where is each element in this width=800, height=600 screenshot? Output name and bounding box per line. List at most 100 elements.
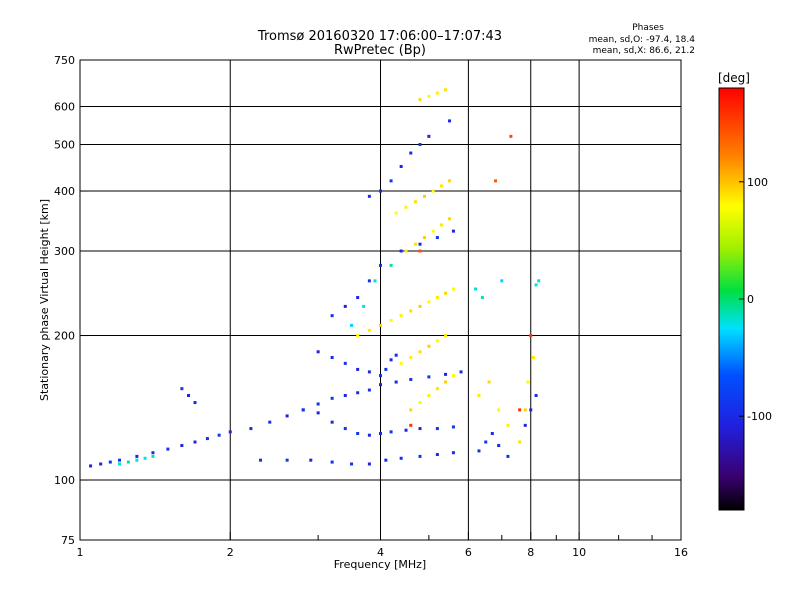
x-tick-label: 4 bbox=[377, 546, 384, 559]
data-point bbox=[435, 387, 439, 391]
data-point bbox=[444, 372, 448, 376]
data-point bbox=[448, 217, 452, 221]
phase-info-o: mean, sd,O: -97.4, 18.4 bbox=[589, 35, 696, 45]
x-tick-label: 8 bbox=[527, 546, 534, 559]
data-point bbox=[356, 367, 360, 371]
data-point bbox=[362, 304, 366, 308]
data-point bbox=[444, 88, 448, 92]
data-point bbox=[316, 411, 320, 415]
data-point bbox=[418, 454, 422, 458]
x-axis-label: Frequency [MHz] bbox=[334, 558, 426, 571]
data-point bbox=[440, 223, 444, 227]
grid-layer bbox=[80, 60, 681, 540]
data-point bbox=[285, 458, 289, 462]
data-point bbox=[435, 427, 439, 431]
data-point bbox=[285, 414, 289, 418]
data-point bbox=[367, 328, 371, 332]
data-point bbox=[418, 98, 422, 102]
data-point bbox=[399, 164, 403, 168]
data-point bbox=[126, 460, 130, 464]
data-point bbox=[404, 428, 408, 432]
data-point bbox=[249, 427, 253, 431]
data-point bbox=[309, 458, 313, 462]
data-point bbox=[448, 179, 452, 183]
data-point bbox=[89, 464, 93, 468]
data-point bbox=[427, 134, 431, 138]
data-point bbox=[500, 279, 504, 283]
data-point bbox=[394, 211, 398, 215]
data-point bbox=[180, 444, 184, 448]
colorbar-tick-label: 100 bbox=[747, 176, 768, 189]
y-tick-label: 300 bbox=[54, 245, 75, 258]
y-axis-label: Stationary phase Virtual Height [km] bbox=[38, 199, 51, 401]
data-point bbox=[490, 432, 494, 436]
data-point bbox=[350, 462, 354, 466]
data-point bbox=[529, 408, 533, 412]
data-point bbox=[487, 380, 491, 384]
x-axis-ticks: 1 2 4 6 8 10 16 bbox=[77, 532, 688, 559]
data-point bbox=[356, 296, 360, 300]
y-tick-label: 750 bbox=[54, 54, 75, 67]
data-point bbox=[187, 394, 191, 398]
data-point bbox=[404, 205, 408, 209]
data-point bbox=[316, 402, 320, 406]
data-point bbox=[135, 458, 139, 462]
data-point bbox=[356, 334, 360, 338]
x-tick-label: 6 bbox=[465, 546, 472, 559]
data-point bbox=[373, 279, 377, 283]
data-point bbox=[427, 94, 431, 98]
y-tick-label: 600 bbox=[54, 101, 75, 114]
data-point bbox=[444, 334, 448, 338]
data-point bbox=[480, 296, 484, 300]
data-point bbox=[350, 323, 354, 327]
data-point bbox=[379, 383, 382, 387]
y-tick-label: 100 bbox=[54, 474, 75, 487]
data-point bbox=[404, 249, 408, 253]
data-point bbox=[422, 236, 426, 240]
data-point bbox=[193, 401, 197, 405]
data-point bbox=[451, 425, 455, 429]
data-point bbox=[409, 423, 413, 427]
data-point bbox=[427, 344, 431, 348]
data-point bbox=[330, 420, 334, 424]
data-point bbox=[497, 444, 501, 448]
data-point bbox=[435, 339, 439, 343]
colorbar-label: [deg] bbox=[718, 71, 750, 85]
data-point bbox=[379, 432, 382, 436]
x-tick-label: 2 bbox=[227, 546, 234, 559]
colorbar-tick-label: 0 bbox=[747, 293, 754, 306]
chart-title: Tromsø 20160320 17:06:00–17:07:43 bbox=[257, 29, 502, 44]
data-point bbox=[343, 361, 347, 365]
data-point bbox=[379, 189, 382, 193]
data-point bbox=[451, 287, 455, 291]
data-point bbox=[477, 394, 481, 398]
data-point bbox=[523, 408, 527, 412]
data-point bbox=[526, 380, 530, 384]
data-point bbox=[473, 287, 477, 291]
data-point bbox=[451, 451, 455, 455]
data-point bbox=[389, 358, 393, 362]
data-point bbox=[118, 462, 122, 466]
data-point bbox=[497, 408, 501, 412]
data-point bbox=[413, 242, 417, 246]
data-point bbox=[330, 355, 334, 359]
colorbar-ticks: 100 0 -100 bbox=[739, 176, 772, 423]
x-tick-label: 10 bbox=[572, 546, 586, 559]
data-point bbox=[379, 263, 382, 267]
phase-info-title: Phases bbox=[632, 23, 664, 33]
data-point bbox=[494, 179, 498, 183]
data-point bbox=[379, 323, 382, 327]
data-point bbox=[399, 361, 403, 365]
data-point bbox=[537, 279, 541, 283]
data-point bbox=[529, 334, 533, 338]
data-point bbox=[418, 143, 422, 147]
y-axis-ticks: 75 100 200 300 400 500 600 750 bbox=[54, 54, 88, 547]
data-point bbox=[431, 189, 435, 193]
data-point bbox=[451, 229, 455, 233]
data-point bbox=[151, 454, 155, 458]
data-point bbox=[518, 408, 522, 412]
data-point bbox=[343, 304, 347, 308]
y-tick-label: 500 bbox=[54, 139, 75, 152]
data-point bbox=[399, 249, 403, 253]
